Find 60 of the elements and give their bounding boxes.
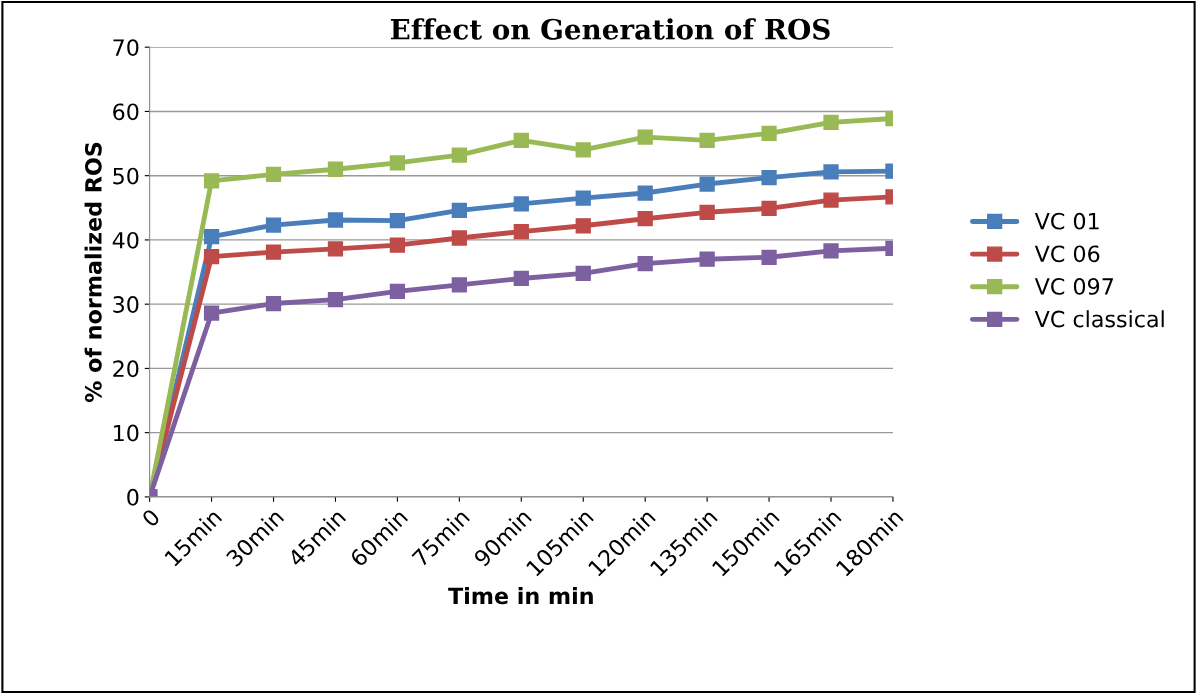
point (637, 129, 653, 145)
point (699, 132, 715, 148)
y-tick-label: 20 (113, 360, 139, 378)
point (203, 248, 220, 265)
point (575, 190, 591, 206)
point (575, 218, 591, 234)
point (389, 283, 406, 299)
y-axis-title: % of normalized ROS (84, 142, 102, 403)
legend-label: VC 01 (1034, 212, 1099, 230)
point (265, 217, 282, 233)
point (451, 277, 467, 293)
point (575, 142, 591, 158)
point (451, 147, 467, 163)
point (389, 213, 406, 229)
point (265, 244, 282, 260)
point (761, 125, 777, 141)
point (513, 223, 529, 240)
point (513, 196, 529, 212)
y-tick-label: 60 (113, 103, 139, 121)
point (637, 211, 653, 227)
legend-label: VC 097 (1034, 278, 1113, 295)
point (203, 305, 220, 321)
y-tick-label: 40 (112, 231, 139, 249)
y-tick-label: 0 (127, 488, 139, 506)
x-tick-label: 0 (140, 507, 161, 528)
x-axis-title: Time in min (448, 587, 593, 605)
point (265, 166, 282, 183)
point (203, 229, 220, 245)
y-tick-label: 50 (113, 167, 139, 185)
point (637, 256, 653, 272)
point (451, 230, 467, 246)
legend-label: VC classical (1034, 310, 1164, 328)
point (699, 204, 715, 220)
point (451, 202, 467, 219)
point (389, 155, 406, 171)
point (823, 164, 839, 180)
point (699, 176, 715, 192)
point (761, 169, 777, 186)
point (265, 295, 282, 312)
point (327, 241, 344, 257)
point (823, 243, 839, 259)
y-tick-label: 10 (114, 424, 139, 442)
point (389, 237, 406, 253)
point (327, 212, 344, 228)
point (513, 132, 529, 148)
chart-title: Effect on Generation of ROS (390, 18, 830, 40)
point (761, 200, 777, 217)
legend-label: VC 06 (1034, 245, 1100, 263)
point (761, 249, 777, 265)
point (203, 173, 220, 189)
point (823, 114, 839, 130)
y-tick-label: 30 (113, 296, 139, 313)
point (699, 251, 715, 267)
point (513, 270, 529, 287)
point (823, 192, 839, 208)
y-tick-label: 70 (113, 39, 139, 56)
point (575, 265, 591, 281)
point (327, 161, 344, 177)
point (327, 292, 344, 308)
point (637, 185, 653, 201)
